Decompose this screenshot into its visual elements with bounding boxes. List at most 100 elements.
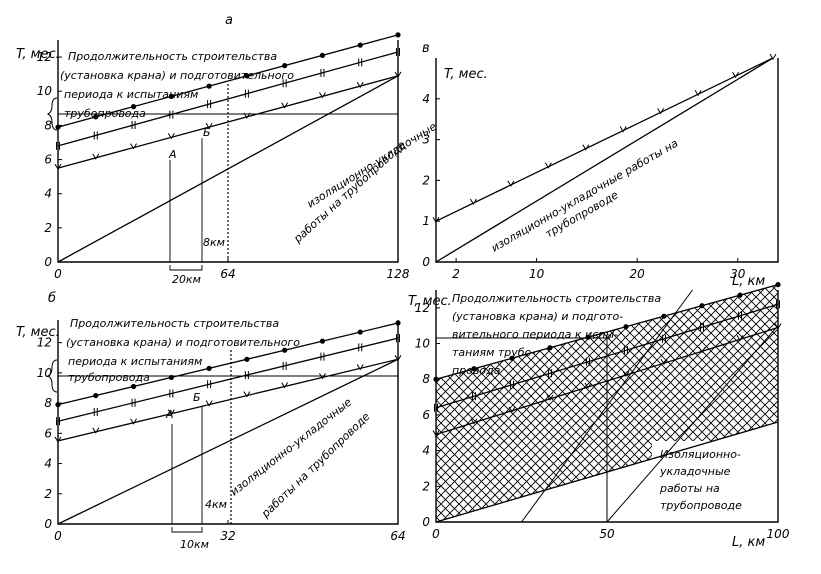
panel-3-series-1-point-2 <box>510 380 514 389</box>
panel-0-series-2-point-4 <box>205 122 213 130</box>
panel-0-series-0-line <box>57 34 399 128</box>
panel-0-ytick-label-0: 0 <box>44 255 52 269</box>
panel-3-divider-1 <box>606 325 779 523</box>
panel-1-ytick-label-1: 1 <box>422 214 430 228</box>
panel-d-note-1: Продолжительность строительства <box>452 292 661 305</box>
panel-0-series-2-point-8 <box>356 81 364 89</box>
panel-3-divider-0 <box>521 289 693 523</box>
panel-b-note-4: трубопровода <box>68 371 150 384</box>
panel-3-series-2-line <box>435 326 779 436</box>
panel-2-ytick-label-4: 8 <box>44 396 52 410</box>
panel-2-series-2-point-0 <box>54 436 62 443</box>
panel-0-series-0-point-8 <box>357 42 363 48</box>
panel-d-note-2: (установка крана) и подгото- <box>452 310 623 323</box>
panel-3-series-1-point-3 <box>548 369 552 378</box>
panel-1-series-0-point-3 <box>544 162 552 169</box>
panel-0-ytick-label-4: 8 <box>44 118 52 132</box>
panel-2-series-1-point-5 <box>244 371 249 380</box>
panel-a-brace <box>46 97 58 131</box>
panel-2-series-1-point-0 <box>56 417 60 426</box>
panel-1-ytick-label-2: 2 <box>422 173 430 187</box>
panel-3-series-0-point-2 <box>509 355 515 361</box>
panel-b-note-3: периода к испытаниям <box>68 355 202 368</box>
panel-0-ytick-label-2: 4 <box>44 187 52 201</box>
panel-c-frame <box>435 58 779 263</box>
panel-label-a: а <box>225 13 233 28</box>
panel-3-series-2-point-6 <box>660 358 668 366</box>
panel-3-series-0-point-3 <box>547 345 553 351</box>
panel-2-series-1-line <box>57 337 399 422</box>
panel-2-series-1-point-2 <box>131 398 136 407</box>
panel-a-span-20km: 20км <box>172 273 201 286</box>
panel-1-ytick-label-4: 4 <box>422 92 430 106</box>
panel-a-note-4: трубопровода <box>64 107 146 120</box>
panel-c: T, мес. L, км изоляционно-укладочные раб… <box>435 58 779 289</box>
panel-2-series-2-point-8 <box>356 364 364 371</box>
panel-a-span-bracket <box>169 265 203 271</box>
panel-2-series-0-point-4 <box>206 365 212 371</box>
panel-2-series-0-point-2 <box>130 383 137 390</box>
panel-1-ytick-label-0: 0 <box>422 255 430 269</box>
panel-3-series-1-point-9 <box>776 300 780 309</box>
panel-b-span-bracket <box>171 527 203 533</box>
panel-2-series-2-point-2 <box>130 418 137 425</box>
panel-2-series-0-point-0 <box>55 402 61 408</box>
panel-0-ytick-label-5: 10 <box>37 84 53 98</box>
panel-0-series-1-point-7 <box>320 68 325 77</box>
panel-2-series-0-point-6 <box>282 347 288 353</box>
panel-3-series-1-point-0 <box>434 403 438 412</box>
panel-3-series-1-point-4 <box>586 357 590 366</box>
panel-1-series-0-point-5 <box>619 126 627 133</box>
panel-d-xlabel: L, км <box>732 535 765 550</box>
panel-3-series-2-point-1 <box>470 418 478 425</box>
panel-2-ytick-label-5: 10 <box>37 366 53 380</box>
panel-1-xtick-label-2: 20 <box>630 267 646 281</box>
panel-2-series-3-line <box>57 358 399 525</box>
panel-1-xtick-label-1: 10 <box>529 267 545 281</box>
panel-0-series-1-point-4 <box>207 100 212 109</box>
panel-2-series-2-point-1 <box>92 427 100 434</box>
panel-a-ylabel: T, мес. <box>16 47 60 62</box>
panel-3-ytick-label-4: 8 <box>422 372 430 386</box>
panel-3-series-2-point-4 <box>584 382 592 389</box>
panel-3-series-2-point-8 <box>736 335 744 342</box>
panel-b-span-10km: 10км <box>180 538 209 551</box>
panel-0-series-0-point-6 <box>282 63 288 69</box>
panel-d-note-8: работы на <box>659 482 720 495</box>
panel-0-series-2-point-0 <box>54 163 62 171</box>
panel-0-series-1-point-8 <box>358 58 363 67</box>
panel-0-xtick-label-2: 128 <box>387 267 410 281</box>
panel-0-ytick-label-6: 12 <box>37 50 52 64</box>
panel-1-series-0-line <box>435 57 774 222</box>
panel-0-series-0-point-2 <box>130 104 137 110</box>
panel-2-series-1-point-9 <box>396 334 400 343</box>
panel-3-series-0-point-6 <box>661 313 667 319</box>
panel-0-series-1-point-2 <box>131 121 136 130</box>
panel-c-ylabel: T, мес. <box>444 67 488 82</box>
panel-a-span-8km: 8км <box>203 236 225 249</box>
panel-1-series-0-point-1 <box>470 198 477 206</box>
panel-3-ytick-label-2: 4 <box>422 444 430 458</box>
panel-2-ytick-label-1: 2 <box>44 487 52 501</box>
panel-1-series-0-point-2 <box>507 180 515 187</box>
panel-0-series-0-point-4 <box>206 83 212 89</box>
panel-0-series-1-point-5 <box>244 89 249 98</box>
panel-2-series-1-point-7 <box>320 352 325 361</box>
panel-3-series-1-point-7 <box>700 323 704 332</box>
panel-0-series-2-point-6 <box>281 102 289 109</box>
panel-1-xtick-label-3: 30 <box>730 267 746 281</box>
panel-0-xtick-label-0: 0 <box>54 267 62 281</box>
panel-3-series-2-point-3 <box>546 394 554 401</box>
panel-3-series-0-line <box>435 284 779 380</box>
panel-2-series-1-point-8 <box>358 343 363 352</box>
panel-a-point-b: Б <box>203 126 211 139</box>
panel-1-series-0-point-4 <box>582 144 590 151</box>
panel-0-series-2-point-7 <box>319 92 326 99</box>
panel-0-series-0-point-1 <box>93 114 99 120</box>
panel-2-series-0-point-9 <box>395 320 401 326</box>
panel-c-note-1: изоляционно-укладочные работы на <box>489 136 681 254</box>
panel-2-series-0-point-8 <box>357 329 363 335</box>
panel-3-series-0-point-9 <box>775 282 781 288</box>
panel-2-ytick-label-2: 4 <box>44 457 52 471</box>
panel-3-series-0-point-0 <box>433 376 439 382</box>
